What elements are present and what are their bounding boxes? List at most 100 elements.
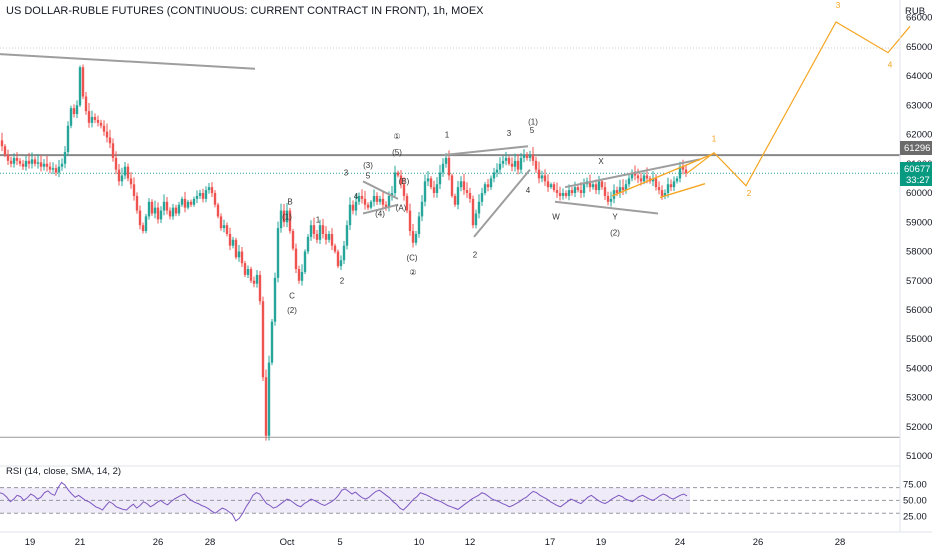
candle-body: [54, 168, 58, 173]
candle-body: [144, 216, 148, 232]
wave-label: (4): [375, 209, 385, 218]
countdown-text: 33:27: [906, 175, 930, 186]
candle-body: [318, 225, 322, 240]
horizontal-levels: [0, 47, 900, 438]
candle-body: [414, 233, 418, 243]
candle-body: [297, 269, 301, 281]
candle-body: [546, 181, 550, 188]
candle-body: [630, 172, 634, 179]
projection-wave-label: 2: [747, 188, 752, 198]
candle-body: [240, 251, 244, 264]
x-tick-label: Oct: [280, 537, 295, 548]
wave-label: Y: [612, 212, 618, 221]
candle-body: [489, 178, 493, 188]
candle-body: [393, 172, 397, 194]
candle-body: [48, 166, 52, 170]
projection-wave-label: 4: [888, 59, 893, 69]
candle-body: [426, 178, 430, 182]
candle-body: [471, 198, 475, 226]
candle-body: [678, 166, 682, 179]
candle-body: [552, 184, 556, 191]
candle-body: [177, 204, 181, 214]
candle-body: [153, 207, 157, 214]
candle-body: [405, 195, 409, 211]
wave-label: 5: [366, 171, 371, 180]
candle-body: [114, 157, 118, 170]
candle-body: [672, 181, 676, 188]
rsi-line: [0, 481, 688, 522]
candle-body: [657, 187, 661, 191]
rsi-panel: 75.00 50.00 25.00: [0, 479, 927, 522]
candle-body: [498, 163, 502, 170]
candle-body: [9, 160, 13, 164]
candle-body: [402, 184, 406, 196]
candle-body: [150, 201, 154, 214]
candle-body: [138, 210, 142, 226]
candle-body: [249, 269, 253, 281]
candle-body: [315, 233, 319, 240]
candle-body: [540, 175, 544, 179]
candle-body: [255, 274, 259, 284]
candle-body: [609, 198, 613, 202]
candle-body: [573, 187, 577, 194]
candle-body: [309, 225, 313, 237]
wedge-line: [611, 152, 715, 197]
candle-body: [447, 157, 451, 176]
candle-body: [231, 239, 235, 246]
y-tick-label: 57000: [906, 276, 932, 287]
candle-body: [93, 116, 97, 120]
candle-body: [366, 204, 370, 208]
candle-body: [111, 143, 115, 158]
candle-body: [534, 160, 538, 170]
candle-body: [432, 187, 436, 194]
wave-label: ②: [409, 268, 416, 277]
candle-body: [282, 210, 286, 223]
candle-body: [246, 269, 250, 275]
candle-body: [669, 184, 673, 188]
candle-body: [528, 155, 532, 158]
candle-body: [300, 271, 304, 281]
candle-body: [387, 195, 391, 208]
wave-label: X: [598, 157, 604, 166]
wave-label: (2): [610, 228, 620, 237]
candle-body: [576, 187, 580, 191]
chart-title: US DOLLAR-RUBLE FUTURES (CONTINUOUS: CUR…: [6, 5, 484, 17]
y-tick-label: 65000: [906, 42, 932, 53]
candle-body: [237, 251, 241, 258]
candle-body: [129, 178, 133, 185]
candle-body: [660, 190, 664, 196]
candle-body: [210, 187, 214, 194]
candle-body: [597, 181, 601, 191]
candle-body: [12, 157, 16, 164]
candle-body: [261, 301, 265, 378]
candle-body: [24, 160, 28, 167]
rsi-label: RSI (14, close, SMA, 14, 2): [6, 466, 121, 477]
candle-body: [57, 166, 61, 173]
wave-label: (3): [363, 161, 373, 170]
trend-line: [554, 200, 659, 215]
rsi-tick-label: 50.00: [903, 495, 927, 506]
candle-body: [420, 201, 424, 217]
trend-line: [362, 180, 399, 200]
wave-label: (1): [528, 117, 538, 126]
candle-body: [621, 187, 625, 191]
candle-body: [192, 198, 196, 205]
candle-body: [213, 193, 217, 205]
y-tick-label: 56000: [906, 305, 932, 316]
candle-body: [201, 193, 205, 199]
candle-body: [423, 181, 427, 202]
candle-body: [663, 193, 667, 196]
candle-body: [60, 163, 64, 167]
candle-body: [399, 175, 403, 185]
candle-body: [219, 216, 223, 229]
x-tick-label: 28: [835, 537, 846, 548]
candle-body: [354, 201, 358, 211]
candle-body: [18, 160, 22, 164]
y-tick-label: 66000: [906, 13, 932, 24]
candle-body: [411, 231, 415, 243]
candle-body: [267, 362, 271, 436]
y-tick-label: 55000: [906, 334, 932, 345]
candle-body: [123, 166, 127, 176]
candle-body: [330, 233, 334, 246]
